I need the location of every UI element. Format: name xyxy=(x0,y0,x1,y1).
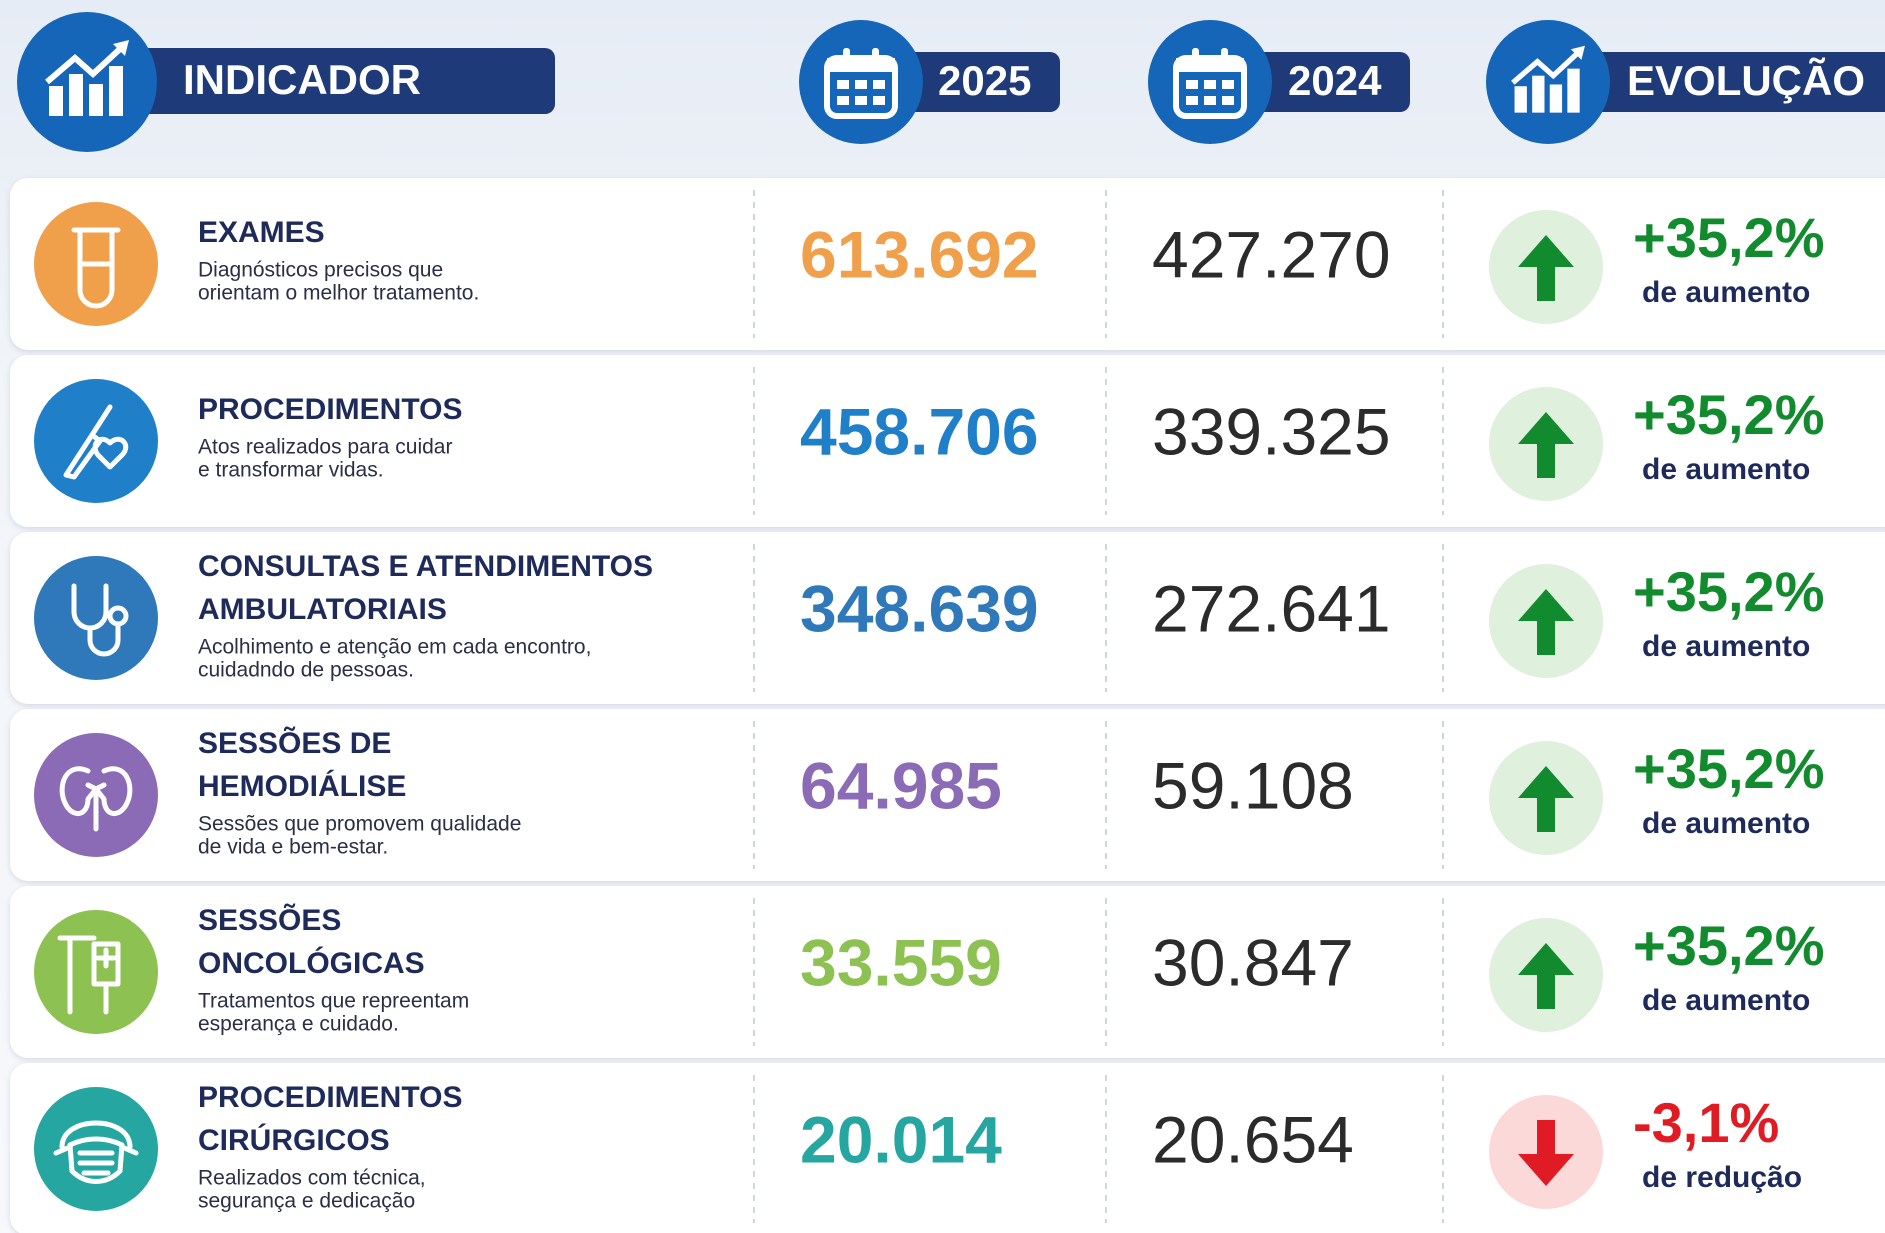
header-pill xyxy=(1570,52,1885,112)
trend-arrow xyxy=(1518,235,1574,301)
value-current: 613.692 xyxy=(800,217,1039,291)
row-icon-glyph xyxy=(71,583,129,657)
change-label: de redução xyxy=(1642,1161,1802,1194)
row-icon-glyph xyxy=(59,766,133,832)
row-description: cuidadndo de pessoas. xyxy=(198,659,414,682)
row-description: Sessões que promovem qualidade xyxy=(198,813,521,836)
row-card xyxy=(10,355,1885,527)
trend-arrow xyxy=(1518,766,1574,832)
row-title: ONCOLÓGICAS xyxy=(198,946,425,980)
row-description: Acolhimento e atenção em cada encontro, xyxy=(198,636,591,659)
change-value: +35,2% xyxy=(1633,737,1825,800)
change-value: +35,2% xyxy=(1633,206,1825,269)
row-title: PROCEDIMENTOS xyxy=(198,393,462,426)
trend-arrow xyxy=(1518,412,1574,478)
row-icon-glyph xyxy=(71,227,121,309)
change-value: +35,2% xyxy=(1633,914,1825,977)
value-current: 348.639 xyxy=(800,571,1039,645)
row-icon-glyph xyxy=(63,404,129,480)
trend-arrow xyxy=(1518,1120,1574,1186)
value-current: 458.706 xyxy=(800,394,1039,468)
value-previous: 427.270 xyxy=(1152,217,1391,291)
header-icon xyxy=(1486,20,1610,144)
change-value: -3,1% xyxy=(1633,1091,1779,1154)
header-year-current: 2025 xyxy=(938,57,1031,104)
change-label: de aumento xyxy=(1642,984,1810,1017)
row-description: Tratamentos que repreentam xyxy=(198,990,469,1013)
rows: EXAMES Diagnósticos precisos queorientam … xyxy=(10,178,1885,1233)
row-icon-glyph xyxy=(53,1120,139,1184)
trend-arrow xyxy=(1518,943,1574,1009)
row-card xyxy=(10,532,1885,704)
value-previous: 272.641 xyxy=(1152,571,1391,645)
row-description: esperança e cuidado. xyxy=(198,1013,399,1036)
row-description: orientam o melhor tratamento. xyxy=(198,282,479,305)
row-title: SESSÕES xyxy=(198,903,341,937)
row-description: segurança e dedicação xyxy=(198,1190,415,1213)
value-current: 20.014 xyxy=(800,1102,1002,1176)
row-title: HEMODIÁLISE xyxy=(198,769,406,803)
header-indicator: INDICADOR xyxy=(183,56,421,103)
value-previous: 339.325 xyxy=(1152,394,1391,468)
header-pill xyxy=(1228,52,1410,112)
value-previous: 59.108 xyxy=(1152,748,1354,822)
change-value: +35,2% xyxy=(1633,383,1825,446)
indicator-row: PROCEDIMENTOS CIRÚRGICOS Realizados com té… xyxy=(10,1063,1885,1233)
row-icon xyxy=(34,1087,158,1211)
row-description: Atos realizados para cuidar xyxy=(198,436,452,459)
row-card xyxy=(10,1063,1885,1233)
header-pill xyxy=(100,48,555,114)
header-pill xyxy=(880,52,1060,112)
row-description: e transformar vidas. xyxy=(198,459,384,482)
change-value: +35,2% xyxy=(1633,560,1825,623)
row-description: de vida e bem-estar. xyxy=(198,836,388,859)
header: INDICADOR 2025 2024 EVOLUÇÃO xyxy=(17,12,1885,152)
indicator-row: SESSÕES DE HEMODIÁLISE Sessões que promove… xyxy=(10,709,1885,881)
value-current: 33.559 xyxy=(800,925,1002,999)
change-label: de aumento xyxy=(1642,276,1810,309)
row-title: SESSÕES DE xyxy=(198,726,391,760)
row-title: EXAMES xyxy=(198,216,325,249)
row-card xyxy=(10,178,1885,350)
row-card xyxy=(10,886,1885,1058)
row-description: Realizados com técnica, xyxy=(198,1167,426,1190)
change-label: de aumento xyxy=(1642,807,1810,840)
indicator-row: EXAMES Diagnósticos precisos queorientam … xyxy=(10,178,1885,350)
header-year-previous: 2024 xyxy=(1288,57,1382,104)
value-previous: 30.847 xyxy=(1152,925,1354,999)
row-title: CONSULTAS E ATENDIMENTOS xyxy=(198,550,653,583)
row-icon xyxy=(34,556,158,680)
value-current: 64.985 xyxy=(800,748,1002,822)
row-card xyxy=(10,709,1885,881)
indicator-row: SESSÕES ONCOLÓGICAS Tratamentos que repree… xyxy=(10,886,1885,1058)
indicator-row: CONSULTAS E ATENDIMENTOS AMBULATORIAIS Aco… xyxy=(10,532,1885,704)
header-icon xyxy=(17,12,157,152)
indicator-row: PROCEDIMENTOS Atos realizados para cuidar… xyxy=(10,355,1885,527)
row-title: PROCEDIMENTOS xyxy=(198,1081,462,1114)
row-icon-glyph xyxy=(57,935,121,1015)
row-description: Diagnósticos precisos que xyxy=(198,259,443,282)
row-title: AMBULATORIAIS xyxy=(198,593,447,626)
header-evolution: EVOLUÇÃO xyxy=(1627,57,1865,104)
row-title: CIRÚRGICOS xyxy=(198,1123,390,1157)
value-previous: 20.654 xyxy=(1152,1102,1354,1176)
change-label: de aumento xyxy=(1642,453,1810,486)
change-label: de aumento xyxy=(1642,630,1810,663)
trend-arrow xyxy=(1518,589,1574,655)
